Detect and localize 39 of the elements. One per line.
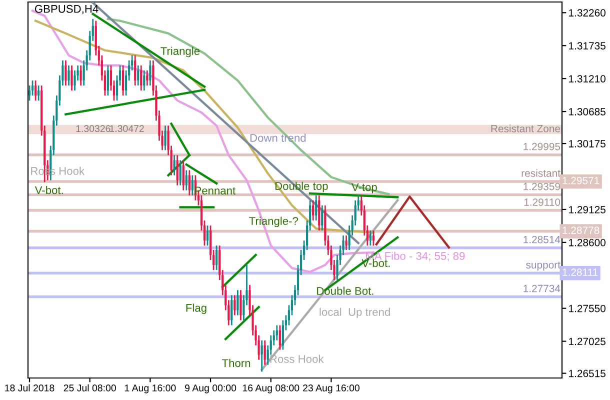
- x-tick-label: 9 Aug 00:00: [185, 384, 236, 394]
- annotation: 1.28111: [562, 268, 598, 276]
- y-tick-label: 1.29125: [569, 206, 606, 214]
- ref-line-label: resistant: [522, 169, 560, 177]
- x-tick-label: 25 Jul 08:00: [64, 384, 116, 392]
- annotation: Triangle-?: [249, 216, 298, 228]
- ref-line-label: 1.29110: [524, 198, 560, 206]
- ref-line-label: 1.27734: [524, 284, 560, 292]
- annotation: Thorn: [222, 358, 250, 368]
- annotation: 1.28778: [562, 226, 600, 234]
- annotation: Flag: [186, 304, 206, 314]
- y-tick-label: 1.28600: [569, 238, 606, 246]
- y-tick-label: 1.30175: [569, 140, 606, 148]
- x-tick-label: 23 Aug 16:00: [303, 384, 360, 394]
- annotation: Triangle: [160, 46, 200, 58]
- ref-line-label: 1.28514: [524, 236, 560, 244]
- annotation: local Up trend: [320, 308, 390, 318]
- x-tick-label: 18 Jul 2018: [5, 384, 54, 392]
- annotation: 1.29571: [562, 176, 600, 184]
- annotation: Double Bot.: [317, 286, 374, 295]
- annotation: 1.30472: [110, 125, 144, 132]
- ref-line-label: 1.29359: [524, 182, 560, 190]
- ref-line-label: 1.29995: [524, 142, 560, 150]
- annotation: V-top: [351, 183, 377, 194]
- annotation: 1.30326: [76, 125, 110, 132]
- band-label: Resistant Zone: [491, 124, 560, 132]
- y-tick-label: 1.30685: [569, 108, 606, 116]
- y-tick-label: 1.31735: [569, 42, 606, 50]
- y-tick-label: 1.27550: [569, 304, 606, 312]
- y-tick-label: 1.32260: [569, 9, 606, 17]
- annotation: V-bot.: [34, 186, 63, 194]
- annotation: V-bot.: [362, 258, 390, 268]
- y-tick-label: 1.27025: [569, 338, 606, 346]
- x-tick-label: 16 Aug 08:00: [242, 384, 300, 394]
- y-tick-label: 1.26515: [569, 370, 606, 378]
- y-tick-label: 1.31210: [569, 75, 606, 82]
- chart-title: GBPUSD,H4: [34, 4, 98, 14]
- ref-line-label: support: [526, 262, 560, 271]
- x-tick-label: 1 Aug 16:00: [124, 384, 176, 394]
